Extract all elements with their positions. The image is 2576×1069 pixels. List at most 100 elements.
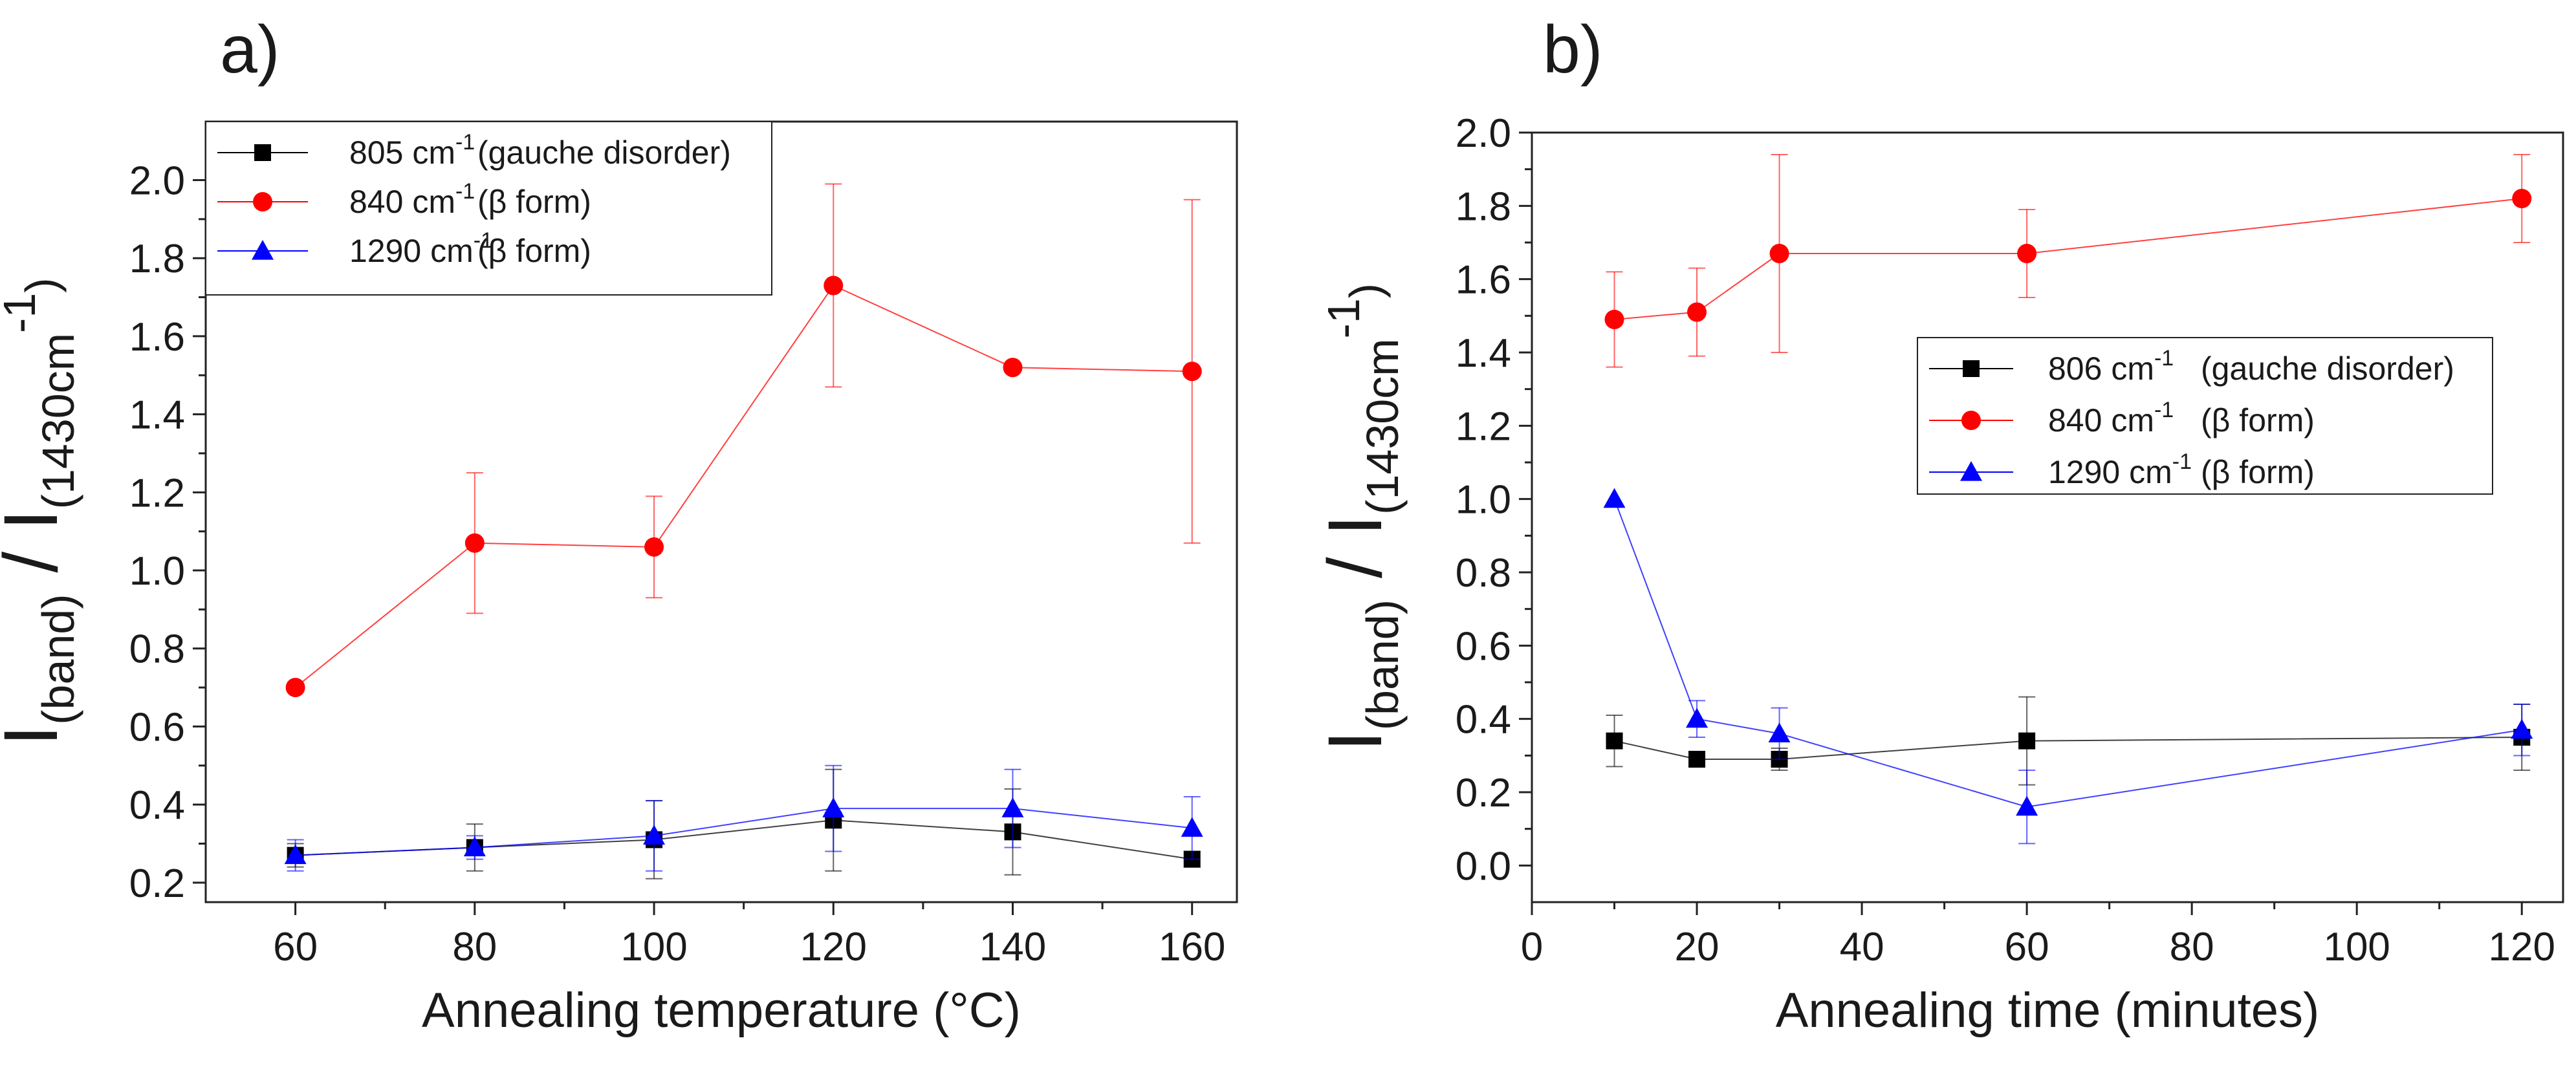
legend-name: 840 cm [2048,402,2154,438]
legend-box [205,121,772,296]
data-point [1181,817,1203,837]
y-axis-title-part: ) [16,277,67,292]
legend: 805 cm-1 (gauche disorder)840 cm-1 (β form… [205,121,772,296]
y-axis-title-part: / I [1313,515,1398,599]
legend-marker [1961,411,1981,430]
x-tick-label: 40 [1840,925,1884,969]
legend-box [1917,337,2493,495]
y-tick-label: 0.8 [129,627,185,672]
legend-sup: -1 [455,130,475,155]
data-point [1003,358,1023,378]
x-tick-label: 140 [979,925,1046,969]
series-line [295,808,1192,856]
y-tick-label: 0.6 [1456,624,1511,669]
data-point [2016,795,2038,816]
x-tick-label: 120 [2489,925,2555,969]
x-tick-label: 160 [1159,925,1225,969]
data-point [1686,707,1708,728]
y-tick-label: 1.4 [1456,331,1511,376]
y-tick-label: 1.8 [129,237,185,281]
legend-entry: 1290 cm-1 [2048,449,2192,490]
data-point [1182,362,1202,382]
y-tick-label: 1.0 [1456,478,1511,523]
y-tick-label: 1.2 [129,471,185,515]
data-point [1687,302,1707,322]
series-line [294,285,1192,688]
legend-marker [252,240,274,260]
x-tick-label: 80 [2170,925,2214,969]
panel-label: a) [220,12,279,87]
data-point [824,275,844,296]
series-line [1614,198,2522,320]
series-3 [1603,488,2533,845]
data-point [822,797,845,817]
y-axis-title: I(band) / I(1430cm-1) [0,277,83,746]
chart-panel-2: b) 0 20 40 60 80 100 120 0.0 0.2 0.4 0.6 0.8 1.0 1.2 1.… [1313,12,2564,1038]
chart-panel-1: a) 60 80 100 120 140 160 0.2 0.4 0.6 0.8 1.0 1.2 1.4 1… [0,12,1238,1038]
data-point [285,678,305,698]
y-axis-title: I(band) / I(1430cm-1) [1313,283,1408,751]
legend-marker [254,144,271,161]
x-tick-label: 0 [1521,925,1543,969]
legend-name: 1290 cm [349,233,474,269]
y-axis-title-part: (band) [1357,599,1408,730]
legend-name: 805 cm [349,135,455,171]
data-point [2511,718,2533,739]
data-point [1001,797,1024,817]
series-line [1614,737,2522,760]
legend-sup: -1 [2172,449,2192,474]
y-tick-label: 1.6 [129,315,185,360]
legend-name: 840 cm [349,184,455,220]
x-tick-label: 20 [1675,925,1719,969]
data-point [644,537,664,557]
y-axis-title-part: I [1313,730,1398,751]
x-axis-title: Annealing time (minutes) [1776,983,2320,1038]
y-tick-label: 0.0 [1456,844,1511,889]
data-point [2018,732,2036,750]
y-tick-label: 0.4 [129,783,185,828]
legend-entry: 806 cm-1 [2048,346,2174,387]
y-tick-label: 1.6 [1456,258,1511,303]
plot-frame [1531,131,2564,903]
data-point [464,533,485,553]
x-tick-label: 100 [2323,925,2390,969]
series-2 [1604,154,2532,368]
data-point [463,836,486,857]
y-tick-label: 2.0 [129,159,185,204]
data-point [1604,310,1624,329]
y-axis-title-part: -1 [0,293,45,333]
y-tick-label: 1.4 [129,393,185,438]
data-point [1688,751,1706,768]
y-tick-label: 1.8 [1456,184,1511,229]
data-point [2017,244,2037,263]
legend-sup: -1 [2154,398,2174,422]
data-point [1768,722,1791,742]
series-line [1613,499,2522,808]
y-axis-title-part: -1 [1318,298,1369,338]
y-tick-label: 0.4 [1456,698,1511,742]
legend-note: (gauche disorder) [477,135,731,171]
y-axis-title-part: I [0,725,74,746]
series-3 [284,764,1203,872]
y-tick-label: 0.2 [1456,771,1511,815]
data-point [2512,189,2532,208]
panel-label: b) [1543,12,1602,87]
y-tick-label: 1.2 [1456,404,1511,449]
legend-sup: -1 [455,179,475,204]
y-axis-title-part: ) [1340,283,1391,298]
series-1 [1606,696,2531,786]
legend: 806 cm-1 (gauche disorder)840 cm-1 (β form… [1917,337,2493,495]
data-point [1769,244,1789,263]
y-tick-label: 2.0 [1456,111,1511,156]
y-axis-title-part: (1430cm [33,333,83,509]
x-tick-label: 80 [452,925,497,969]
series-2 [285,183,1202,698]
x-axis-title: Annealing temperature (°C) [422,983,1021,1038]
legend-note: (β form) [477,233,591,269]
x-tick-label: 100 [620,925,687,969]
data-point [1603,488,1626,508]
series-1 [287,768,1201,880]
legend-marker [1963,360,1980,377]
legend-note: (β form) [2201,454,2315,490]
